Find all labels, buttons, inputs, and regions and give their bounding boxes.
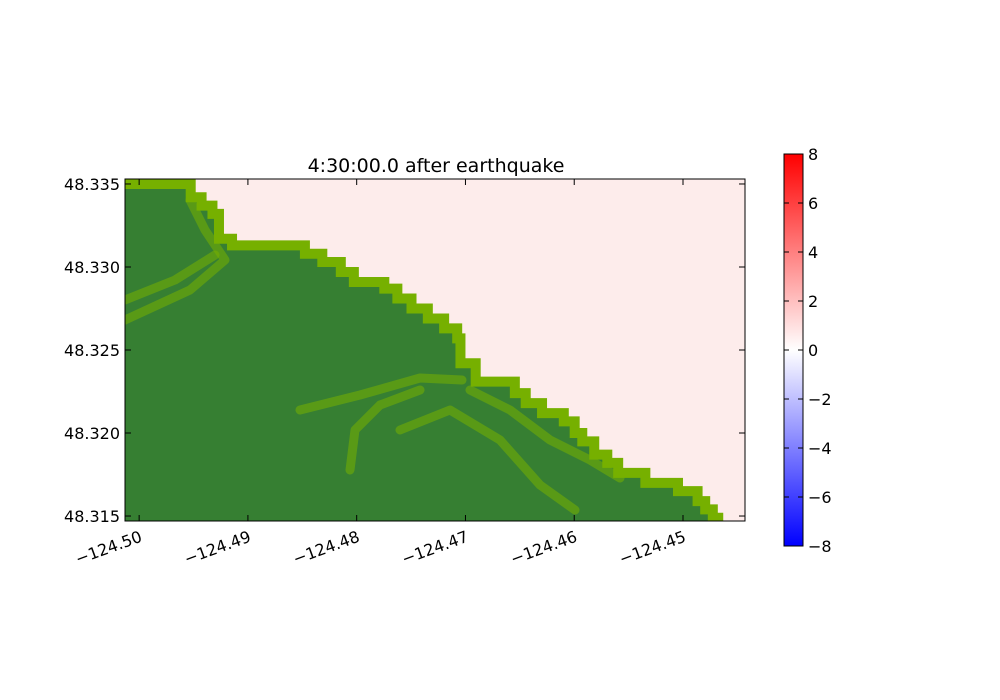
y-tick-label: 48.330	[64, 258, 120, 277]
chart-title: 4:30:00.0 after earthquake	[308, 155, 565, 177]
colorbar-tick-label: 0	[808, 341, 818, 360]
y-tick-label: 48.335	[64, 175, 120, 194]
terrain-ridge-5	[395, 405, 580, 515]
colorbar-tick-label: 8	[808, 145, 818, 164]
colorbar: 8 6 4 2 0 −2 −4 −6 −8	[783, 145, 832, 556]
land-region	[125, 179, 745, 521]
terrain-ridge-4	[345, 385, 425, 475]
colorbar-tick-label: −4	[808, 439, 832, 458]
terrain-ridge-2	[125, 250, 220, 305]
colorbar-tick-label: −2	[808, 390, 832, 409]
colorbar-tick-label: 6	[808, 194, 818, 213]
x-tick-label: −124.46	[508, 527, 580, 569]
colorbar-ticks: 8 6 4 2 0 −2 −4 −6 −8	[784, 145, 832, 556]
map-plot-area	[125, 179, 745, 521]
terrain-ridge-3	[295, 373, 467, 415]
x-tick-label: −124.48	[290, 527, 362, 569]
x-tick-label: −124.47	[399, 527, 471, 569]
y-tick-label: 48.320	[64, 424, 120, 443]
y-axis: 48.315 48.320 48.325 48.330 48.335	[64, 175, 745, 526]
colorbar-tick-label: 4	[808, 243, 818, 262]
colorbar-tick-label: −6	[808, 488, 832, 507]
terrain-ridge-6	[465, 385, 625, 483]
terrain-ridges	[125, 195, 625, 515]
colorbar-tick-label: 2	[808, 292, 818, 311]
x-tick-label: −124.50	[73, 527, 145, 569]
y-tick-label: 48.325	[64, 341, 120, 360]
colorbar-tick-label: −8	[808, 537, 832, 556]
y-tick-label: 48.315	[64, 507, 120, 526]
terrain-ridge-1	[125, 195, 230, 325]
x-tick-label: −124.49	[182, 527, 254, 569]
x-tick-label: −124.45	[617, 527, 689, 569]
